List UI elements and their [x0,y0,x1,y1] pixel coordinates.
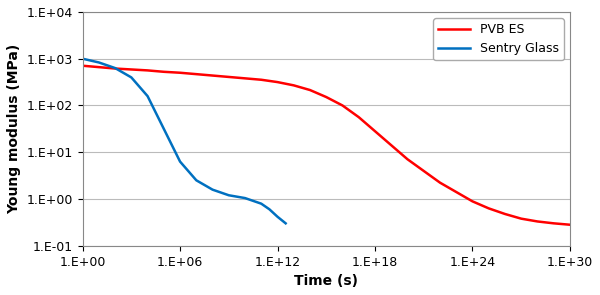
PVB ES [241,77,248,80]
PVB ES [176,71,184,75]
PVB ES [550,222,557,225]
Sentry Glass [79,57,86,60]
PVB ES [339,104,346,107]
PVB ES [274,80,281,84]
PVB ES [469,200,476,203]
Sentry Glass [160,127,167,131]
PVB ES [144,69,151,72]
PVB ES [128,68,135,71]
X-axis label: Time (s): Time (s) [294,274,358,288]
Sentry Glass [193,178,200,182]
Sentry Glass [266,207,273,211]
Sentry Glass [95,61,103,64]
Sentry Glass [128,76,135,79]
Sentry Glass [209,188,216,191]
PVB ES [257,78,265,81]
PVB ES [534,220,541,223]
Line: Sentry Glass: Sentry Glass [83,59,286,223]
PVB ES [307,88,314,92]
PVB ES [79,64,86,68]
PVB ES [290,83,298,87]
Y-axis label: Young modulus (MPa): Young modulus (MPa) [7,44,21,214]
Sentry Glass [241,196,248,200]
Legend: PVB ES, Sentry Glass: PVB ES, Sentry Glass [433,18,563,60]
Sentry Glass [282,222,289,225]
PVB ES [388,143,395,147]
PVB ES [404,158,411,161]
Sentry Glass [225,194,232,197]
Sentry Glass [112,66,119,70]
PVB ES [112,67,119,70]
PVB ES [323,95,330,99]
PVB ES [436,181,443,184]
PVB ES [95,65,103,69]
PVB ES [452,190,460,194]
PVB ES [160,70,167,73]
Sentry Glass [257,202,265,205]
PVB ES [518,217,525,220]
PVB ES [225,75,232,79]
PVB ES [566,223,574,227]
PVB ES [502,212,509,216]
PVB ES [193,72,200,76]
PVB ES [209,74,216,77]
PVB ES [355,115,362,119]
Sentry Glass [144,94,151,98]
PVB ES [371,130,379,133]
PVB ES [485,206,493,210]
Sentry Glass [274,215,281,219]
PVB ES [420,169,427,173]
Sentry Glass [176,160,184,163]
Line: PVB ES: PVB ES [83,66,570,225]
